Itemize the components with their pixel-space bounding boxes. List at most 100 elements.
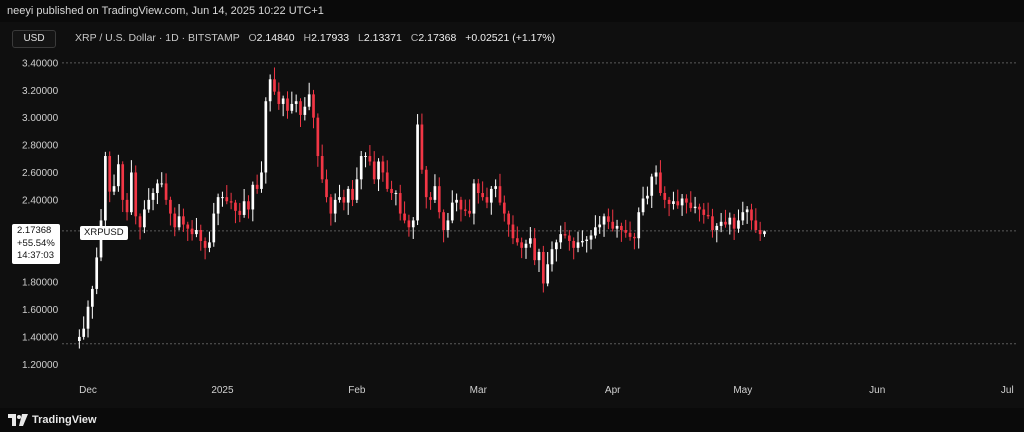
candle-body — [420, 124, 424, 170]
high-value: 2.17933 — [311, 32, 350, 44]
candle-body — [741, 212, 745, 221]
y-tick-label: 1.20000 — [22, 360, 59, 371]
candle-body — [156, 183, 159, 194]
candle-body — [433, 186, 437, 200]
candle-body — [277, 91, 281, 104]
candle-body — [585, 239, 589, 241]
symbol-tag: XRPUSD — [80, 226, 128, 240]
candle-body — [355, 179, 359, 200]
x-tick-label: Dec — [79, 385, 97, 396]
candle-body — [134, 172, 138, 217]
candle-body — [260, 172, 263, 189]
candle-body — [225, 197, 229, 202]
candle-body — [316, 117, 320, 157]
candle-body — [199, 230, 203, 241]
candle-body — [403, 213, 406, 221]
candle-body — [507, 213, 510, 225]
x-tick-label: Jun — [869, 385, 885, 396]
change-value: +0.02521 (+1.17%) — [465, 32, 556, 44]
candle-body — [407, 220, 411, 228]
candle-body — [476, 183, 480, 194]
candle-body — [728, 217, 732, 225]
candle-body — [351, 188, 354, 200]
candle-body — [377, 161, 380, 180]
candle-body — [130, 172, 133, 213]
candle-body — [437, 186, 441, 213]
candle-body — [541, 251, 545, 284]
candle-body — [463, 209, 467, 211]
y-tick-label: 2.40000 — [22, 195, 59, 206]
candle-body — [641, 198, 645, 213]
candle-body — [138, 216, 142, 228]
candle-body — [186, 224, 190, 229]
candle-body — [117, 164, 120, 187]
candle-body — [82, 328, 86, 337]
footer: TradingView — [0, 408, 1024, 432]
candle-body — [78, 336, 81, 342]
x-tick-label: Jul — [1001, 385, 1014, 396]
time-axis[interactable]: Dec 2025 Feb Mar Apr May Jun Jul — [79, 385, 1014, 396]
candle-body — [754, 220, 758, 231]
candle-body — [524, 243, 528, 248]
candle-body — [611, 221, 615, 229]
candle-body — [576, 242, 580, 248]
candle-body — [242, 201, 246, 215]
candle-body — [177, 216, 181, 228]
candle-body — [203, 240, 207, 248]
candle-body — [468, 210, 471, 214]
candle-body — [281, 98, 285, 104]
candle-body — [646, 195, 649, 199]
candle-body — [286, 98, 289, 111]
open-label: O — [248, 32, 257, 44]
candle-body — [390, 188, 393, 194]
candle-body — [294, 101, 298, 104]
y-tick-label: 1.60000 — [22, 305, 59, 316]
candle-body — [494, 186, 497, 189]
candle-body — [346, 188, 350, 203]
candle-body — [229, 201, 233, 203]
candle-body — [455, 199, 458, 203]
last-price-tag: 2.17368 +55.54% 14:37:03 — [12, 224, 60, 264]
candle-body — [212, 213, 216, 243]
open-value: 2.14840 — [256, 32, 295, 44]
candle-body — [91, 288, 94, 307]
candle-body — [498, 186, 502, 203]
candle-body — [624, 230, 628, 233]
currency-button[interactable]: USD — [12, 30, 56, 48]
price-axis[interactable]: 3.40000 3.20000 3.00000 2.80000 2.60000 2.400… — [22, 58, 59, 370]
candlestick-chart[interactable]: 3.40000 3.20000 3.00000 2.80000 2.60000 2.400… — [0, 0, 1024, 408]
candle-body — [312, 94, 315, 118]
candle-body — [190, 228, 194, 235]
candle-body — [693, 206, 697, 209]
candle-body — [429, 197, 432, 200]
candle-body — [602, 216, 606, 225]
x-tick-label: May — [733, 385, 752, 396]
x-tick-label: 2025 — [211, 385, 234, 396]
percent-change: +55.54% — [17, 237, 55, 249]
candle-body — [607, 216, 610, 222]
bar-countdown: 14:37:03 — [17, 250, 54, 261]
candle-body — [372, 161, 376, 180]
candle-body — [368, 156, 372, 162]
candle-body — [481, 193, 484, 198]
candle-body — [633, 236, 636, 239]
symbol-title[interactable]: XRP / U.S. Dollar · 1D · BITSTAMP — [75, 32, 240, 44]
candle-body — [685, 198, 688, 203]
tradingview-logo[interactable]: TradingView — [8, 412, 97, 428]
candle-body — [86, 306, 90, 329]
candle-body — [273, 79, 276, 92]
candle-body — [446, 220, 450, 231]
candle-body — [195, 230, 198, 235]
y-tick-label: 3.00000 — [22, 113, 59, 124]
publish-text: neeyi published on TradingView.com, Jun … — [7, 5, 324, 17]
candle-body — [95, 257, 99, 289]
candle-body — [758, 230, 762, 235]
candle-body — [680, 198, 684, 206]
candle-body — [450, 202, 454, 221]
candle-body — [598, 224, 602, 228]
y-tick-label: 1.80000 — [22, 278, 59, 289]
candle-body — [515, 238, 519, 243]
y-tick-label: 2.80000 — [22, 141, 59, 152]
candle-body — [320, 156, 324, 180]
candle-body — [303, 106, 307, 115]
